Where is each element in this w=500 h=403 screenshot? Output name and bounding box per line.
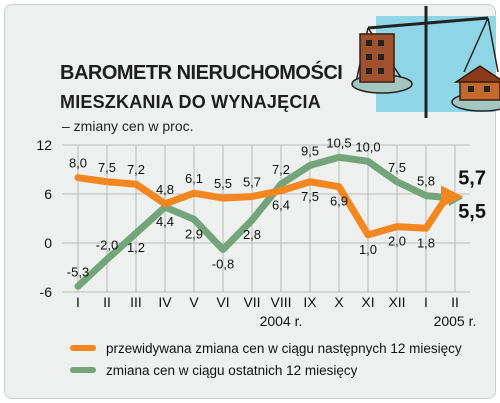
- unit-label: – zmiany cen w proc.: [62, 118, 194, 134]
- data-label: 2,0: [388, 234, 406, 249]
- legend-label-forecast: przewidywana zmiana cen w ciągu następny…: [106, 340, 462, 356]
- data-label: 7,2: [272, 162, 290, 177]
- x-tick-label: V: [189, 294, 199, 310]
- legend-label-actual: zmiana cen w ciągu ostatnich 12 miesięcy: [106, 362, 358, 378]
- data-label: 10,5: [326, 135, 351, 150]
- buildings-on-scale-icon: [351, 6, 500, 118]
- x-tick-label: XI: [361, 294, 374, 310]
- chart-title: BAROMETR NIERUCHOMOŚCI: [60, 62, 343, 84]
- x-tick-label: XII: [388, 294, 405, 310]
- data-label: 9,5: [301, 143, 319, 158]
- x-tick-label: VIII: [270, 294, 291, 310]
- end-value-label: 5,7: [458, 167, 486, 189]
- x-tick-label: I: [424, 294, 428, 310]
- data-label: 7,5: [301, 189, 319, 204]
- series-line-actual: [74, 153, 457, 290]
- year-label: 2004 r.: [260, 313, 303, 329]
- legend-item-actual: zmiana cen w ciągu ostatnich 12 miesięcy: [70, 359, 462, 381]
- data-label: 4,8: [156, 182, 174, 197]
- data-label: 5,5: [214, 176, 232, 191]
- x-tick-label: IX: [303, 294, 317, 310]
- x-tick-label: II: [451, 294, 459, 310]
- data-label: 5,8: [417, 174, 435, 189]
- y-tick-label: -6: [40, 284, 53, 300]
- legend-swatch-orange: [70, 345, 96, 351]
- data-label: 1,2: [127, 240, 145, 255]
- y-tick-label: 0: [44, 235, 52, 251]
- data-label: 8,0: [69, 156, 87, 171]
- y-tick-label: 12: [36, 137, 52, 153]
- legend-item-forecast: przewidywana zmiana cen w ciągu następny…: [70, 337, 462, 359]
- data-label: 6,4: [272, 198, 290, 213]
- y-tick-label: 6: [44, 186, 52, 202]
- data-label: 7,2: [127, 162, 145, 177]
- data-label: 2,8: [243, 227, 261, 242]
- series-lines: [74, 153, 463, 290]
- y-axis-ticks: -6 0 6 12: [36, 137, 52, 300]
- data-label: 6,9: [330, 194, 348, 209]
- data-label: 2,9: [185, 226, 203, 241]
- chart-subtitle: MIESZKANIA DO WYNAJĘCIA: [60, 92, 321, 112]
- data-label: 1,0: [359, 242, 377, 257]
- x-tick-label: VI: [216, 294, 229, 310]
- data-label: 6,1: [185, 171, 203, 186]
- data-label: 5,7: [243, 174, 261, 189]
- series-line-forecast: [74, 174, 451, 239]
- data-label: 7,5: [98, 160, 116, 175]
- data-label: 4,4: [156, 214, 174, 229]
- grid-lines: [62, 144, 470, 293]
- legend-swatch-green: [70, 367, 96, 373]
- legend: przewidywana zmiana cen w ciągu następny…: [70, 337, 462, 381]
- x-tick-label: VII: [243, 294, 260, 310]
- data-label: 1,8: [417, 235, 435, 250]
- x-tick-label: X: [334, 294, 344, 310]
- data-labels: -5,3 -2,0 1,2 4,4 2,9 -0,8 2,8 7,2 9,5 10,5 10,0 7,…: [67, 135, 486, 279]
- data-label: -5,3: [67, 264, 89, 279]
- x-tick-label: I: [76, 294, 80, 310]
- x-tick-label: III: [130, 294, 142, 310]
- data-label: -2,0: [96, 237, 118, 252]
- series-arrowhead-forecast: [441, 185, 463, 208]
- data-label: -0,8: [212, 257, 234, 272]
- data-label: 7,5: [388, 160, 406, 175]
- year-label: 2005 r.: [434, 313, 477, 329]
- x-tick-label: II: [103, 294, 111, 310]
- end-value-label: 5,5: [458, 201, 486, 223]
- x-tick-label: IV: [158, 294, 172, 310]
- data-label: 10,0: [355, 139, 380, 154]
